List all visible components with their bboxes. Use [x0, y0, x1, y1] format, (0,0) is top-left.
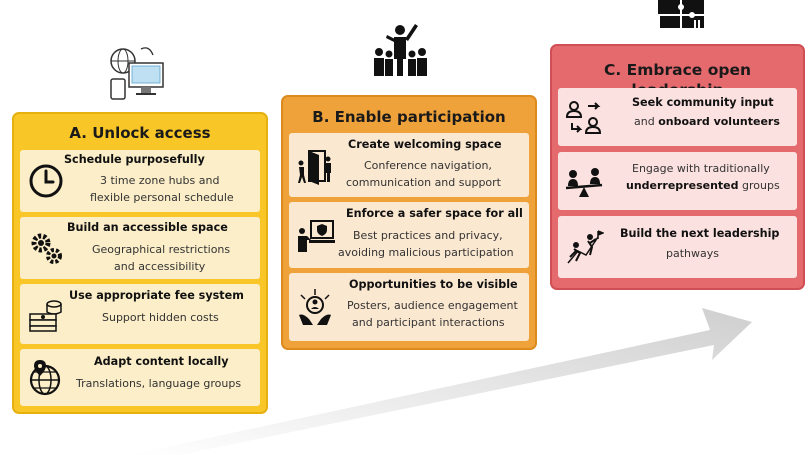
hands-person-icon: [299, 289, 331, 325]
card-description-line1: Geographical restrictions: [92, 243, 231, 256]
card-description: and onboard volunteers: [634, 113, 780, 130]
column-enable-participation: B. Enable participation Create welcoming…: [281, 95, 537, 350]
card-description-line2: avoiding malicious participation: [338, 246, 514, 259]
seesaw-icon: [565, 168, 603, 197]
card-adapt-content: Adapt content locally Translations, lang…: [20, 349, 260, 406]
column-embrace-open-leadership: C. Embrace open leadership Seek communit…: [550, 44, 805, 290]
card-description-line1: Conference navigation,: [364, 159, 492, 172]
card-welcoming-space: Create welcoming space Conference naviga…: [289, 133, 529, 197]
crowd-icon: [374, 24, 427, 76]
card-description-line1: Best practices and privacy,: [353, 229, 503, 242]
clock-icon: [29, 164, 63, 198]
shield-screen-icon: [298, 220, 335, 252]
door-welcome-icon: [298, 150, 331, 185]
column-title: A. Unlock access: [69, 124, 211, 142]
column-title: B. Enable participation: [312, 108, 506, 126]
card-heading: Use appropriate fee system: [69, 289, 244, 302]
gears-icon: [31, 233, 62, 264]
card-description-line2: and participant interactions: [352, 316, 505, 329]
card-description-bold: onboard volunteers: [658, 115, 780, 128]
globe-pin-icon: [29, 359, 61, 395]
card-heading: Seek community input: [632, 96, 774, 109]
card-heading: Schedule purposefully: [64, 153, 205, 166]
card-next-leadership: Build the next leadership pathways: [558, 216, 797, 278]
card-accessible-space: Build an accessible space Geographical r…: [20, 217, 260, 279]
card-description-plain: groups: [738, 179, 780, 192]
card-fee-system: Use appropriate fee system Support hidde…: [20, 284, 260, 344]
card-description-line2: and accessibility: [114, 260, 206, 273]
card-description-plain: and: [634, 115, 659, 128]
card-heading: Enforce a safer space for all: [346, 207, 523, 220]
card-safer-space: Enforce a safer space for all Best pract…: [289, 202, 529, 268]
card-description-line2: communication and support: [346, 176, 501, 189]
card-heading: Build the next leadership: [620, 227, 780, 240]
card-community-input: Seek community input and onboard volunte…: [558, 88, 797, 146]
card-underrepresented-groups: Engage with traditionally underrepresent…: [558, 152, 797, 210]
card-description-line1: Translations, language groups: [76, 377, 242, 390]
card-description-bold: underrepresented: [626, 179, 739, 192]
card-description-line1: 3 time zone hubs and: [100, 174, 220, 187]
card-opportunities-visible: Opportunities to be visible Posters, aud…: [289, 273, 529, 341]
card-heading: Build an accessible space: [67, 221, 228, 234]
card-description-line1: Support hidden costs: [102, 311, 219, 324]
column-unlock-access: A. Unlock access Schedule purposefully 3…: [12, 112, 268, 414]
card-heading: Adapt content locally: [94, 355, 229, 368]
card-schedule-purposefully: Schedule purposefully 3 time zone hubs a…: [20, 150, 260, 212]
card-heading: Engage with traditionally: [632, 162, 770, 175]
card-description-line1: Posters, audience engagement: [347, 299, 518, 312]
card-description-line2: flexible personal schedule: [90, 191, 234, 204]
globe-computer-icon: [110, 47, 164, 100]
money-icon: [29, 300, 62, 332]
card-description: underrepresented groups: [626, 177, 780, 194]
card-heading: Create welcoming space: [348, 138, 502, 151]
card-heading: Opportunities to be visible: [349, 278, 518, 291]
climbing-icon: [567, 230, 604, 264]
card-description-line1: pathways: [666, 247, 719, 260]
people-exchange-icon: [565, 101, 602, 134]
puzzle-icon: [658, 0, 704, 28]
